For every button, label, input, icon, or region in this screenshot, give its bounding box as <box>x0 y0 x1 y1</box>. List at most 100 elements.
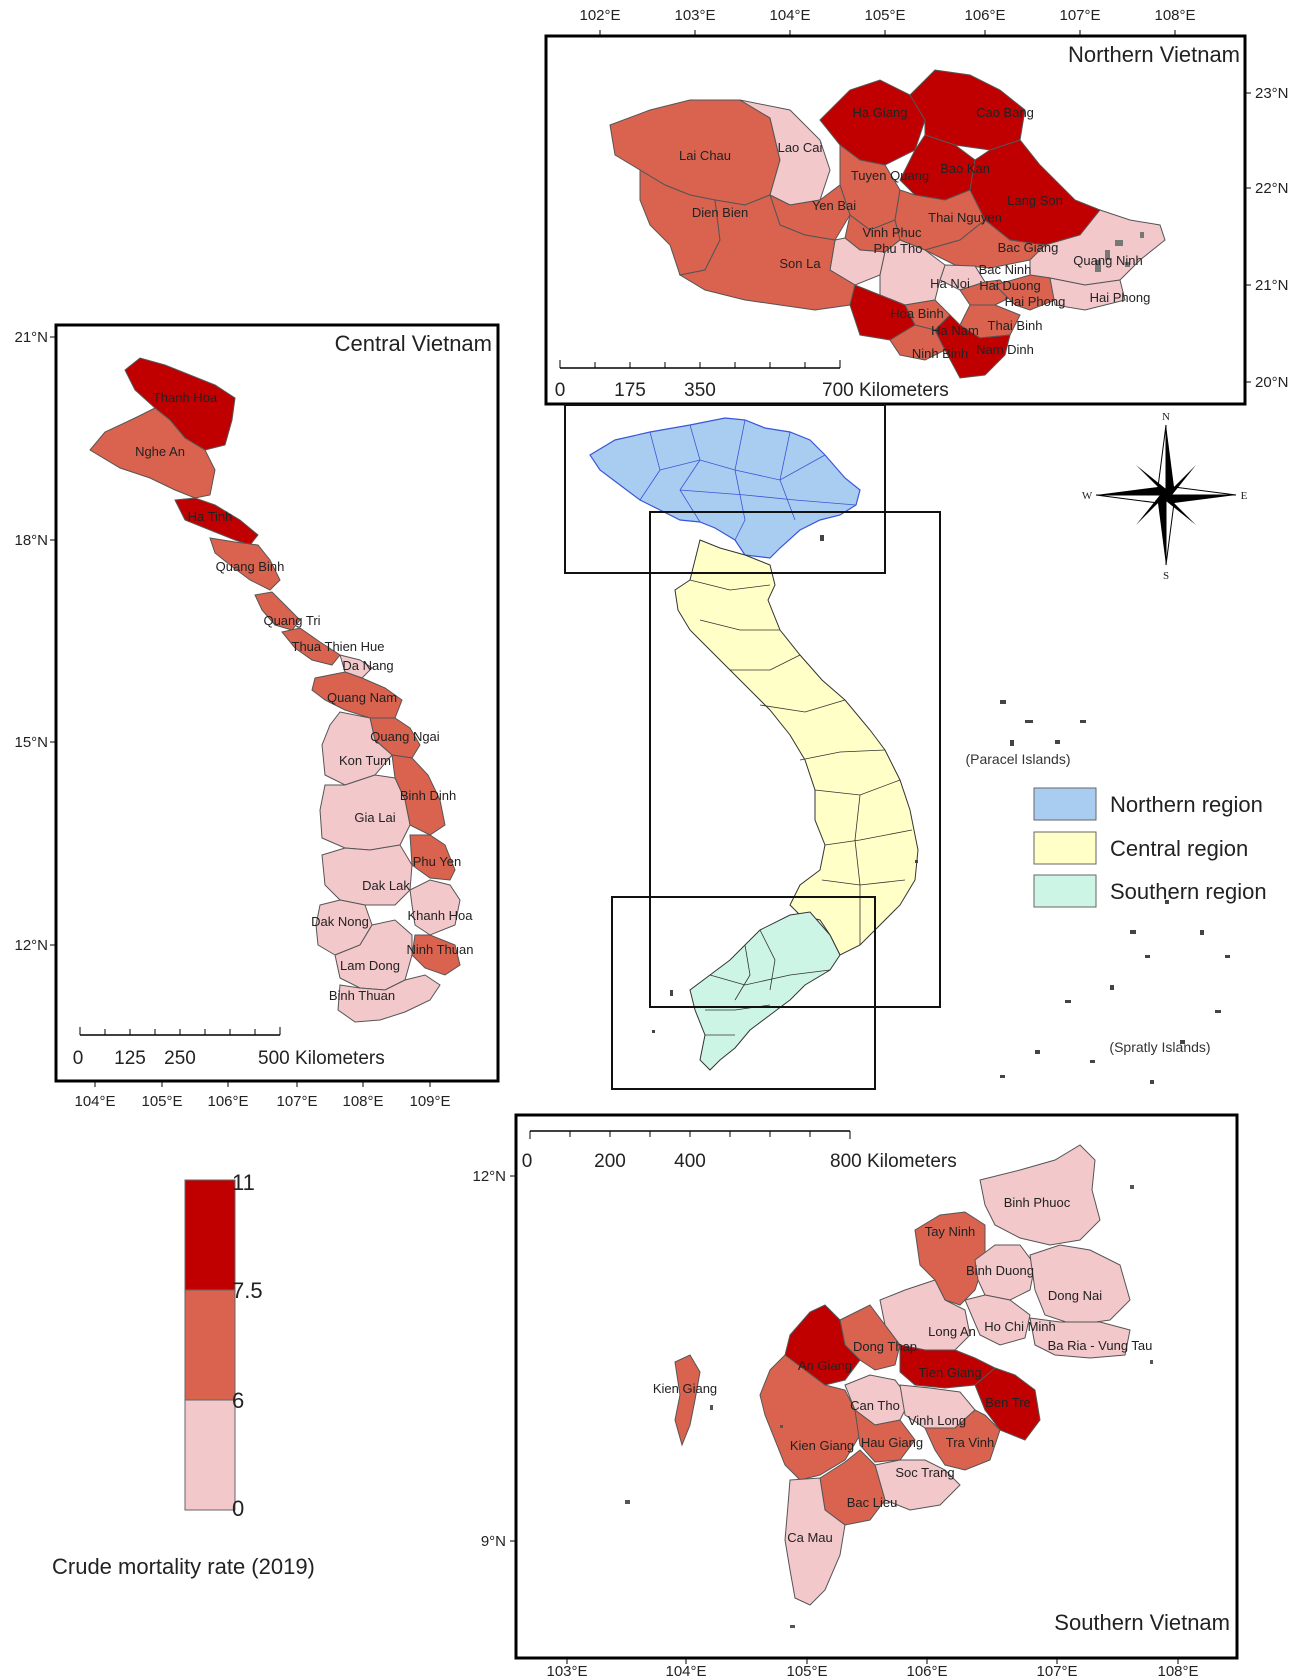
province-ha-giang[interactable] <box>819 79 926 166</box>
south-labels: Binh Phuoc Tay Ninh Binh Duong Dong Nai … <box>653 1195 1153 1545</box>
province-da-nang[interactable] <box>339 654 373 679</box>
overview-south-region[interactable] <box>689 911 841 1071</box>
legend-break-label: 6 <box>232 1388 244 1413</box>
island-mark <box>1010 740 1014 746</box>
island-mark <box>1095 260 1101 272</box>
lon-tick-label: 106°E <box>964 7 1005 24</box>
central-scale-bar: 0 125 250 500 Kilometers <box>73 1027 385 1069</box>
island-mark <box>1115 240 1123 246</box>
legend-break-label: 7.5 <box>232 1278 263 1303</box>
legend-label: Northern region <box>1110 792 1263 817</box>
province-binh-phuoc[interactable] <box>979 1144 1101 1246</box>
overview-north-borders <box>639 419 857 541</box>
province-nam-dinh[interactable] <box>934 314 1011 379</box>
province-kien-giang[interactable] <box>674 1354 701 1447</box>
province-label: Kon Tum <box>339 753 391 768</box>
province-label: Yen Bai <box>812 198 856 213</box>
island-mark <box>1065 1000 1071 1003</box>
province-label: Son La <box>779 256 821 271</box>
province-label: Can Tho <box>850 1398 900 1413</box>
legend-title: Crude mortality rate (2019) <box>52 1554 315 1579</box>
province-hau-giang[interactable] <box>854 1408 916 1463</box>
province-label: Quang Ninh <box>1073 253 1142 268</box>
lat-tick-label: 12°N <box>14 937 48 954</box>
compass-point <box>1096 487 1166 495</box>
overview-central-region[interactable] <box>674 539 919 956</box>
province-phu-yen[interactable] <box>409 834 456 881</box>
province-ho-chi-minh[interactable] <box>964 1294 1031 1346</box>
island-mark <box>1200 930 1204 935</box>
province-ba-ria-vung-tau[interactable] <box>1029 1317 1131 1359</box>
lat-tick-label: 20°N <box>1255 374 1289 391</box>
island-mark <box>790 1625 795 1628</box>
compass-s: S <box>1163 570 1169 582</box>
province-kien-giang-main[interactable] <box>759 1354 861 1481</box>
province-quang-binh[interactable] <box>209 537 281 591</box>
scale-label: 125 <box>114 1048 146 1069</box>
province-label: Lai Chau <box>679 148 731 163</box>
province-thua-thien-hue[interactable] <box>281 627 341 666</box>
north-lon-ticks: 102°E 103°E 104°E 105°E 106°E 107°E 108°… <box>579 7 1196 36</box>
compass-point <box>1166 495 1236 503</box>
province-dak-lak[interactable] <box>321 844 413 906</box>
province-label: Lao Cai <box>778 140 823 155</box>
province-tay-ninh[interactable] <box>914 1211 986 1306</box>
province-ben-tre[interactable] <box>974 1367 1041 1441</box>
province-label: Kien Giang <box>790 1438 854 1453</box>
province-ha-noi[interactable] <box>879 239 946 306</box>
province-binh-thuan[interactable] <box>337 974 441 1023</box>
island-mark <box>1055 740 1060 744</box>
island-mark <box>1215 1010 1221 1013</box>
province-label: Bac Ninh <box>979 262 1032 277</box>
province-khanh-hoa[interactable] <box>409 879 461 936</box>
north-lat-ticks: 23°N 22°N 21°N 20°N <box>1245 85 1289 391</box>
province-label: Hau Giang <box>861 1435 923 1450</box>
province-quang-tri[interactable] <box>254 591 301 631</box>
border-line <box>799 749 886 761</box>
border-line <box>709 969 831 986</box>
overview-north-region[interactable] <box>589 417 861 559</box>
island-mark <box>915 860 918 863</box>
lon-tick-label: 104°E <box>74 1093 115 1110</box>
province-label: Hai Phong <box>1090 290 1151 305</box>
province-label: Ben Tre <box>985 1395 1031 1410</box>
lon-tick-label: 107°E <box>1059 7 1100 24</box>
island-mark <box>670 990 673 996</box>
province-label: Quang Nam <box>327 690 397 705</box>
province-label: Da Nang <box>342 658 393 673</box>
province-label: Bac Giang <box>998 240 1059 255</box>
province-label: Binh Thuan <box>329 988 395 1003</box>
island-mark <box>1125 262 1130 267</box>
province-label: Hai Duong <box>979 278 1040 293</box>
central-labels: Thanh Hoa Nghe An Ha Tinh Quang Binh Qua… <box>135 390 473 1003</box>
province-nghe-an[interactable] <box>89 407 216 499</box>
border-line <box>824 829 913 846</box>
province-binh-duong[interactable] <box>974 1244 1036 1301</box>
border-line <box>759 929 776 991</box>
province-lam-dong[interactable] <box>334 919 413 991</box>
province-hai-phong-coast[interactable] <box>1049 277 1126 311</box>
province-ninh-thuan[interactable] <box>411 934 461 976</box>
province-dong-nai[interactable] <box>1029 1244 1131 1326</box>
province-soc-trang[interactable] <box>874 1459 961 1511</box>
province-ha-tinh[interactable] <box>174 497 259 546</box>
central-provinces <box>89 357 461 1023</box>
province-gia-lai[interactable] <box>319 774 411 851</box>
spratly-islands-label: (Spratly Islands) <box>1109 1039 1210 1055</box>
border-line <box>679 424 701 523</box>
lat-tick-label: 18°N <box>14 532 48 549</box>
lat-tick-label: 22°N <box>1255 180 1289 197</box>
province-label: Lang Son <box>1007 193 1063 208</box>
border-line <box>689 579 771 591</box>
island-mark <box>1165 900 1169 904</box>
island-mark <box>1035 1050 1040 1054</box>
compass-point <box>1136 495 1166 525</box>
north-region-frame <box>564 404 886 574</box>
lon-tick-label: 107°E <box>276 1093 317 1110</box>
province-ca-mau[interactable] <box>784 1477 846 1606</box>
province-label: Kien Giang <box>653 1381 717 1396</box>
overview-south-borders <box>705 929 831 1036</box>
province-tra-vinh[interactable] <box>924 1409 1001 1471</box>
province-label: Hoa Binh <box>890 306 943 321</box>
